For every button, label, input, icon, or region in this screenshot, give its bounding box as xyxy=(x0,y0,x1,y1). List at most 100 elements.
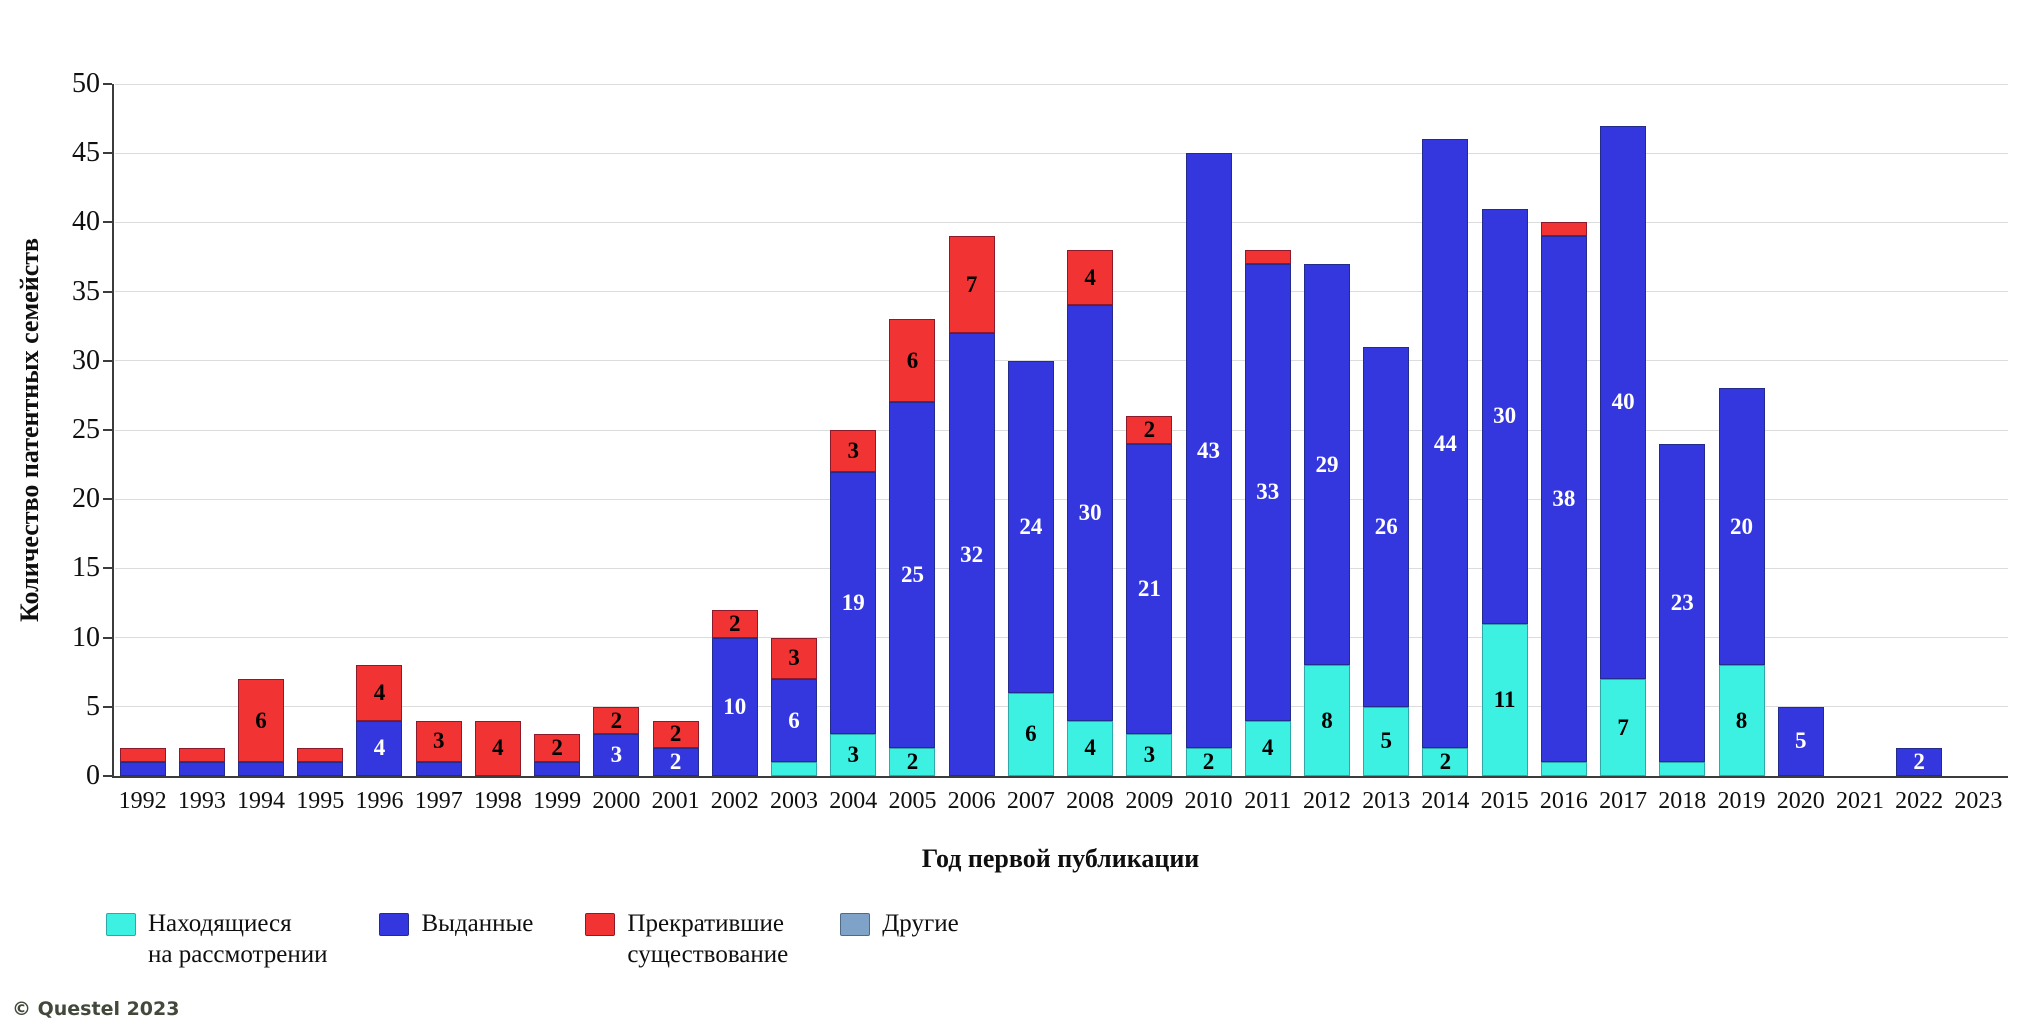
bar-segment: 32 xyxy=(948,333,995,776)
gridline xyxy=(115,567,2008,569)
y-tick-label: 30 xyxy=(72,344,100,376)
y-tick-label: 20 xyxy=(72,483,100,515)
x-tick-label: 1992 xyxy=(118,788,167,814)
bar-segment: 20 xyxy=(1718,388,1765,666)
bar-segment: 7 xyxy=(1600,679,1647,776)
legend-item-lapsed: Прекратившие существование xyxy=(585,908,788,970)
bar-segment xyxy=(297,762,344,776)
bar-segment: 23 xyxy=(1659,443,1706,763)
bar-segment xyxy=(178,748,225,763)
bar-segment: 7 xyxy=(948,236,995,334)
x-tick-label: 2019 xyxy=(1717,788,1766,814)
x-tick-label: 2009 xyxy=(1125,788,1174,814)
y-tick-label: 45 xyxy=(72,137,100,169)
x-tick-label: 1996 xyxy=(355,788,404,814)
x-tick-label: 1994 xyxy=(237,788,286,814)
bar-segment: 2 xyxy=(1126,416,1173,444)
bar-segment: 21 xyxy=(1126,443,1173,735)
x-tick-label: 2008 xyxy=(1066,788,1115,814)
bar-segment: 6 xyxy=(889,319,936,403)
y-tick-label: 15 xyxy=(72,552,100,584)
legend-item-pending: Находящиеся на рассмотрении xyxy=(106,908,327,970)
x-tick-label: 1999 xyxy=(533,788,582,814)
y-tick xyxy=(103,636,112,639)
y-tick xyxy=(103,705,112,708)
y-tick-label: 35 xyxy=(72,275,100,307)
x-tick-label: 2017 xyxy=(1599,788,1648,814)
legend-swatch-others xyxy=(840,913,871,936)
bar-segment xyxy=(415,762,462,776)
legend-swatch-pending xyxy=(106,913,136,936)
x-tick-label: 2015 xyxy=(1480,788,1529,814)
x-tick-label: 2002 xyxy=(710,788,759,814)
y-axis-line xyxy=(112,84,114,778)
bar-segment: 25 xyxy=(889,402,936,749)
x-tick-label: 2004 xyxy=(829,788,878,814)
x-tick-label: 2010 xyxy=(1184,788,1233,814)
bar-segment: 3 xyxy=(771,637,818,680)
y-tick-label: 5 xyxy=(86,690,100,722)
bar-segment: 2 xyxy=(1185,748,1232,776)
y-tick-label: 50 xyxy=(72,68,100,99)
gridline xyxy=(115,291,2008,293)
gridline xyxy=(115,83,2008,85)
copyright: © Questel 2023 xyxy=(12,998,180,1020)
bar-segment: 5 xyxy=(1363,706,1410,776)
gridline xyxy=(115,498,2008,500)
x-tick-label: 2013 xyxy=(1362,788,1411,814)
x-tick-label: 2006 xyxy=(947,788,996,814)
y-tick xyxy=(103,775,112,777)
legend-label-others: Другие xyxy=(882,910,959,937)
bar-segment: 4 xyxy=(1067,720,1114,776)
bar-segment: 2 xyxy=(534,734,581,763)
bar-segment: 2 xyxy=(1422,748,1469,776)
y-tick xyxy=(103,498,112,501)
bar-segment xyxy=(297,748,344,763)
gridline xyxy=(115,429,2008,431)
bar-segment: 4 xyxy=(356,720,403,776)
x-tick-label: 1995 xyxy=(296,788,345,814)
bar-segment: 19 xyxy=(830,471,877,735)
bar-segment: 2 xyxy=(711,609,758,638)
bar-segment: 3 xyxy=(593,734,640,776)
x-tick-label: 2003 xyxy=(770,788,819,814)
y-tick-label: 25 xyxy=(72,414,100,445)
bar-segment: 5 xyxy=(1777,706,1824,776)
bar-segment: 44 xyxy=(1422,139,1469,749)
y-tick-label: 0 xyxy=(86,760,100,791)
x-tick-label: 1998 xyxy=(473,788,522,814)
legend-label-lapsed: Прекратившие существование xyxy=(627,910,789,968)
bar-segment xyxy=(1540,762,1587,776)
bar-segment: 30 xyxy=(1481,208,1528,624)
bar-segment: 2 xyxy=(652,720,699,749)
bar-segment xyxy=(1244,250,1291,264)
x-tick-label: 2001 xyxy=(651,788,700,814)
y-tick xyxy=(103,290,112,293)
bar-segment: 24 xyxy=(1007,360,1054,693)
bar-segment: 43 xyxy=(1185,153,1232,749)
x-tick-label: 1993 xyxy=(177,788,226,814)
bar-segment: 8 xyxy=(1303,665,1350,776)
bar-segment xyxy=(238,762,285,776)
x-tick-label: 2014 xyxy=(1421,788,1470,814)
bar-segment xyxy=(178,762,225,776)
x-tick-label: 2020 xyxy=(1776,788,1825,814)
x-tick-label: 2021 xyxy=(1835,788,1884,814)
x-tick-label: 1997 xyxy=(414,788,463,814)
bar-segment: 3 xyxy=(415,720,462,763)
bar-segment xyxy=(534,762,581,776)
bar-segment: 38 xyxy=(1540,236,1587,763)
x-tick-label: 2000 xyxy=(592,788,641,814)
bar-segment xyxy=(119,762,166,776)
bar-segment xyxy=(1540,222,1587,237)
bar-segment: 40 xyxy=(1600,125,1647,680)
bar-segment xyxy=(119,748,166,763)
x-tick-label: 2023 xyxy=(1954,788,2003,814)
gridline xyxy=(115,637,2008,639)
bar-segment: 2 xyxy=(652,748,699,776)
bar-segment: 4 xyxy=(1067,250,1114,306)
x-tick-label: 2016 xyxy=(1539,788,1588,814)
y-tick xyxy=(103,429,112,431)
x-tick-label: 2005 xyxy=(888,788,937,814)
